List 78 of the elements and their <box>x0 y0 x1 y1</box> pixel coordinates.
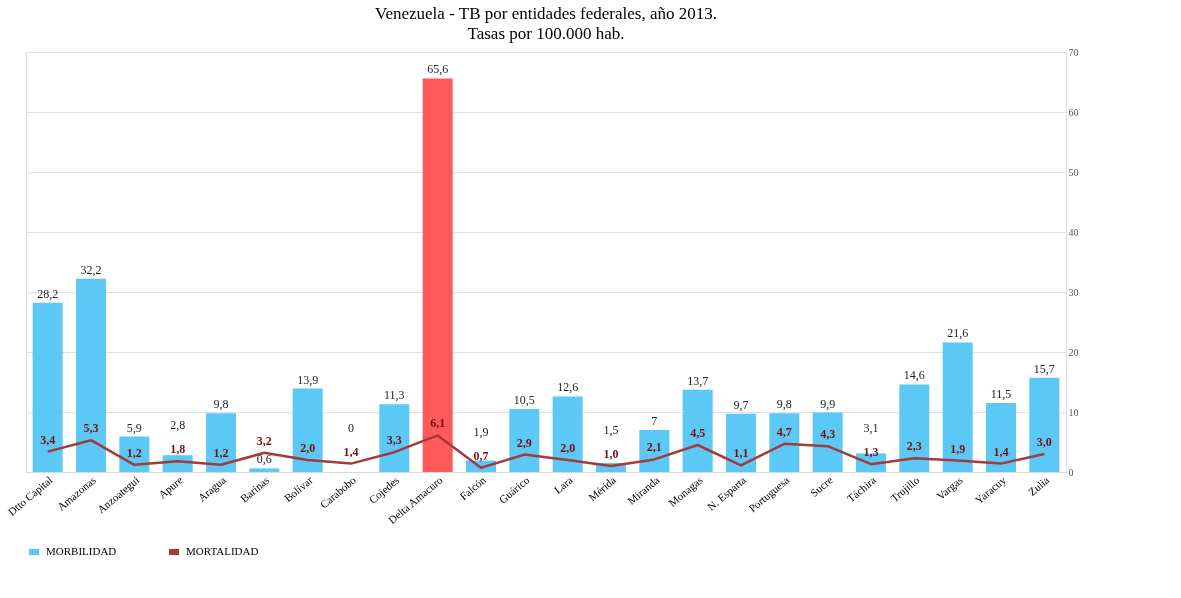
data-label: 3,3 <box>386 433 402 448</box>
data-label: 3,2 <box>256 433 272 448</box>
data-label: 0 <box>348 420 354 435</box>
data-label: 5,3 <box>83 421 99 436</box>
data-label: 28,2 <box>37 286 59 301</box>
data-label: 7 <box>651 414 658 428</box>
bar <box>986 403 1016 472</box>
data-label: 2,0 <box>300 441 316 455</box>
x-tick-label: Zulia <box>1025 473 1052 498</box>
data-label: 9,7 <box>733 397 749 412</box>
data-label: 1,4 <box>343 444 359 459</box>
data-label: 3,4 <box>40 432 56 447</box>
y-tick-label: 40 <box>1068 226 1079 238</box>
data-label: 14,6 <box>903 368 925 383</box>
data-label: 1,5 <box>603 423 619 437</box>
data-label: 1,4 <box>993 444 1009 459</box>
bar <box>32 302 63 472</box>
y-tick-label: 70 <box>1068 46 1079 58</box>
data-label: 1,2 <box>126 445 142 460</box>
legend-label: MORTALIDAD <box>186 545 259 557</box>
bar <box>422 78 453 472</box>
data-label: 3,0 <box>1036 435 1052 449</box>
data-label: 4,5 <box>690 426 706 440</box>
bar <box>206 413 236 472</box>
data-label: 5,9 <box>126 420 142 435</box>
data-label: 1,9 <box>473 424 489 439</box>
bar <box>942 342 973 472</box>
x-tick-label: Lara <box>551 473 575 496</box>
data-label: 13,9 <box>297 372 319 387</box>
data-label: 11,3 <box>384 388 405 403</box>
data-label: 2,3 <box>906 439 922 454</box>
data-label: 1,2 <box>213 445 229 460</box>
data-label: 6,1 <box>430 416 446 431</box>
y-tick-label: 10 <box>1068 406 1079 418</box>
data-label: 32,2 <box>80 262 102 277</box>
chart-title: Venezuela - TB por entidades federales, año 2013. <box>375 4 717 23</box>
bar <box>682 389 713 472</box>
bar <box>769 413 800 472</box>
bar <box>726 413 756 472</box>
data-label: 0,7 <box>473 448 489 463</box>
bar <box>76 278 106 472</box>
data-label: 12,6 <box>557 380 579 395</box>
data-label: 1,9 <box>950 441 966 456</box>
bar <box>379 404 410 472</box>
legend-label: MORBILIDAD <box>46 545 117 557</box>
data-label: 2,9 <box>516 435 532 450</box>
y-tick-label: 60 <box>1068 106 1079 118</box>
data-label: 1,8 <box>170 442 186 457</box>
data-label: 2,0 <box>560 441 576 455</box>
data-label: 1,1 <box>733 446 749 461</box>
data-label: 2,1 <box>646 440 662 455</box>
data-label: 65,6 <box>427 62 449 77</box>
bar <box>1029 377 1060 472</box>
bar <box>552 396 583 472</box>
data-label: 4,3 <box>820 427 836 442</box>
data-label: 9,8 <box>213 397 229 412</box>
data-label: 10,5 <box>513 393 535 407</box>
bar <box>249 468 280 472</box>
bar <box>899 384 930 472</box>
bar <box>292 388 323 472</box>
data-label: 4,7 <box>776 424 792 439</box>
data-label: 21,6 <box>947 326 969 341</box>
data-label: 0,6 <box>256 452 272 467</box>
data-label: 11,5 <box>990 387 1012 401</box>
bar <box>812 412 843 472</box>
chart-subtitle: Tasas por 100.000 hab. <box>467 24 625 43</box>
y-tick-label: 0 <box>1068 466 1074 478</box>
bar <box>509 409 540 472</box>
data-label: 9,8 <box>776 397 792 412</box>
data-label: 15,7 <box>1033 361 1055 376</box>
y-tick-label: 50 <box>1068 166 1079 178</box>
data-label: 9,9 <box>820 396 836 411</box>
y-tick-label: 20 <box>1068 346 1079 358</box>
data-label: 13,7 <box>687 373 709 388</box>
data-label: 3,1 <box>863 421 879 436</box>
y-tick-label: 30 <box>1068 286 1079 298</box>
data-label: 2,8 <box>170 418 186 433</box>
data-label: 1,0 <box>603 447 619 461</box>
